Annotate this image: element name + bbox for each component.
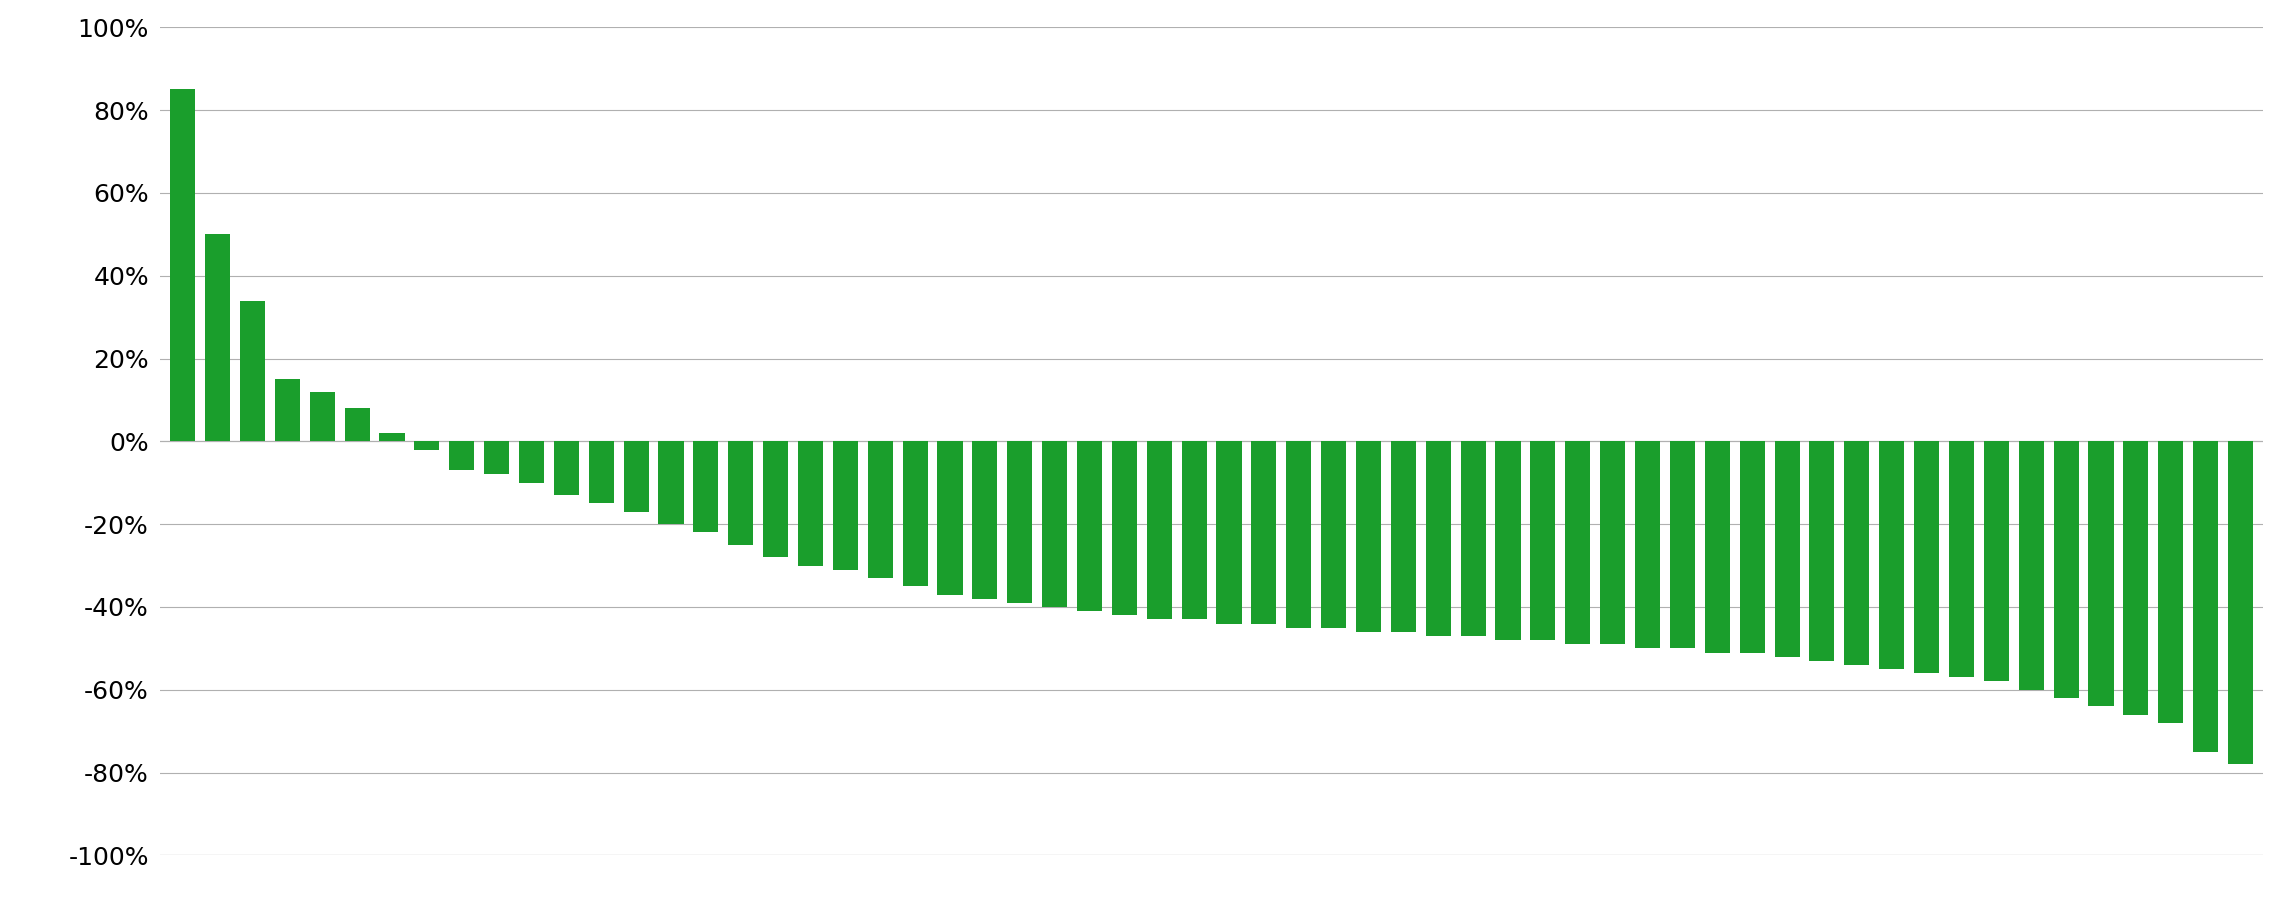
Bar [169, 89, 194, 441]
Bar [1182, 441, 1207, 620]
Bar [2053, 441, 2078, 698]
Bar [832, 441, 857, 570]
Bar [1634, 441, 1660, 648]
Bar [693, 441, 718, 532]
Bar [798, 441, 823, 565]
Bar [1811, 441, 1833, 661]
Bar [2124, 441, 2149, 714]
Bar [1529, 441, 1554, 640]
Bar [869, 441, 894, 578]
Bar [379, 433, 405, 441]
Bar [1600, 441, 1625, 644]
Bar [1984, 441, 2009, 682]
Bar [658, 441, 684, 524]
Bar [972, 441, 997, 599]
Bar [1669, 441, 1694, 648]
Bar [1740, 441, 1765, 652]
Bar [1774, 441, 1799, 657]
Bar [764, 441, 789, 557]
Bar [2019, 441, 2044, 690]
Bar [1356, 441, 1381, 632]
Bar [345, 409, 370, 441]
Bar [1913, 441, 1939, 673]
Bar [1879, 441, 1904, 669]
Bar [2192, 441, 2217, 752]
Bar [309, 391, 334, 441]
Bar [1077, 441, 1102, 612]
Bar [553, 441, 578, 495]
Bar [1321, 441, 1346, 628]
Bar [729, 441, 754, 545]
Bar [903, 441, 928, 586]
Bar [240, 300, 265, 441]
Bar [1566, 441, 1591, 644]
Bar [624, 441, 649, 511]
Bar [1390, 441, 1415, 632]
Bar [1426, 441, 1452, 636]
Bar [590, 441, 613, 503]
Bar [937, 441, 962, 594]
Bar [1042, 441, 1068, 607]
Bar [2089, 441, 2115, 706]
Bar [206, 235, 231, 441]
Bar [414, 441, 439, 450]
Bar [1287, 441, 1312, 628]
Bar [1148, 441, 1173, 620]
Bar [1250, 441, 1276, 623]
Bar [519, 441, 544, 482]
Bar [1845, 441, 1870, 665]
Bar [448, 441, 473, 470]
Bar [1008, 441, 1033, 602]
Bar [1705, 441, 1731, 652]
Bar [485, 441, 510, 474]
Bar [2229, 441, 2254, 764]
Bar [274, 379, 299, 441]
Bar [1461, 441, 1486, 636]
Bar [1950, 441, 1975, 677]
Bar [2158, 441, 2183, 723]
Bar [1495, 441, 1520, 640]
Bar [1111, 441, 1136, 615]
Bar [1216, 441, 1241, 623]
